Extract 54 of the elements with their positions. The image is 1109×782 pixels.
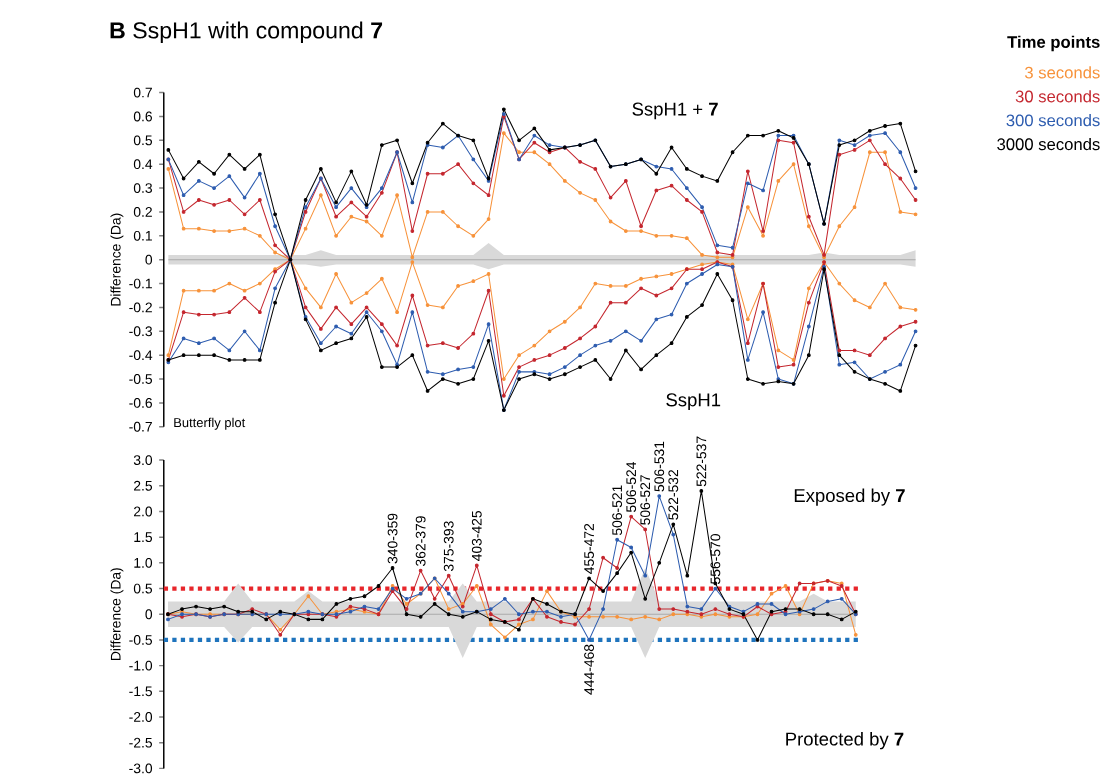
y-tick-label: -1.0 (129, 660, 153, 671)
y-tick-label: 0.3 (133, 183, 152, 193)
data-label: 506-531 (654, 441, 665, 492)
y-tick-label: 0 (145, 609, 153, 620)
annotation: Protected by 7 (786, 731, 904, 750)
data-label: 522-537 (696, 436, 707, 487)
data-label: 522-532 (668, 469, 679, 520)
annotation: SspH1 + 7 (632, 102, 718, 120)
y-tick-label: -2.0 (129, 711, 153, 722)
data-label: 444-468 (584, 644, 594, 695)
y-tick-label: 2.0 (134, 506, 153, 517)
y-tick-label: 0.6 (133, 111, 152, 122)
data-label: 506-527 (640, 475, 651, 525)
y-axis-title: Difference (Da) (110, 213, 124, 306)
y-tick-label: -2.5 (129, 737, 153, 748)
data-label: 362-379 (415, 516, 426, 566)
y-tick-label: -3.0 (129, 763, 153, 774)
y-tick-label: -0.5 (129, 373, 153, 384)
y-tick-label: -0.5 (129, 634, 153, 645)
annotation: Butterfly plot (174, 417, 246, 430)
y-tick-label: 0.2 (133, 206, 152, 217)
text: 3000 seconds (997, 137, 1100, 151)
y-tick-label: -0.7 (129, 421, 152, 432)
data-label: 455-472 (584, 523, 594, 574)
data-label: 403-425 (471, 510, 482, 561)
data-label: 340-359 (387, 513, 398, 564)
legend-title: Time points (1007, 35, 1100, 52)
data-label: 375-393 (443, 521, 454, 571)
y-tick-label: -0.3 (129, 326, 152, 337)
chart-title: B SspH1 with compound 7 (110, 21, 383, 43)
y-tick-label: 0.4 (133, 159, 153, 169)
y-axis-title: Difference (Da) (110, 568, 124, 660)
annotation: Exposed by 7 (794, 488, 905, 506)
y-tick-label: 0.1 (133, 230, 152, 241)
data-label: 556-570 (710, 533, 721, 584)
y-tick-label: 2.5 (134, 480, 153, 491)
y-tick-label: 0.5 (133, 135, 153, 146)
annotation: SspH1 (666, 393, 721, 410)
y-tick-label: -0.4 (129, 350, 153, 360)
data-label: 506-524 (626, 461, 637, 512)
y-tick-label: -0.2 (129, 302, 152, 313)
y-tick-label: 0.7 (133, 87, 152, 98)
y-tick-label: 1.5 (134, 532, 153, 542)
y-tick-label: -0.1 (129, 278, 152, 289)
y-tick-label: -0.6 (129, 397, 152, 408)
y-tick-label: 1.0 (134, 557, 153, 568)
y-tick-label: 0 (145, 254, 153, 265)
y-tick-label: 0.5 (133, 583, 153, 594)
data-label: 506-521 (612, 485, 623, 535)
text: 3 seconds (1024, 66, 1100, 79)
text: 300 seconds (1006, 113, 1100, 127)
y-tick-label: 3.0 (133, 455, 153, 465)
text: 30 seconds (1015, 90, 1100, 103)
y-tick-label: -1.5 (129, 686, 153, 697)
